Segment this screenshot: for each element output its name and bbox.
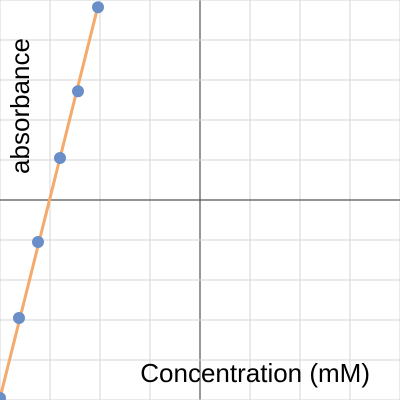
data-point	[92, 1, 104, 14]
x-axis-label: Concentration (mM)	[140, 358, 370, 388]
data-point	[32, 236, 44, 248]
y-axis-label: absorbance	[5, 38, 35, 174]
fit-line	[0, 1, 101, 400]
data-point	[72, 85, 84, 98]
data-point	[13, 312, 25, 324]
data-point	[54, 152, 66, 164]
plot	[0, 1, 104, 400]
data-point	[0, 392, 6, 400]
